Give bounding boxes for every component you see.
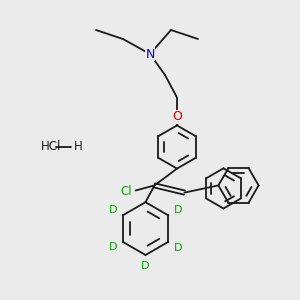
Text: D: D [174,205,182,215]
Text: D: D [109,205,117,215]
Text: D: D [174,242,182,253]
Text: D: D [141,261,150,272]
Text: O: O [172,110,182,124]
Text: H: H [74,140,82,154]
Text: N: N [145,47,155,61]
Text: Cl: Cl [120,185,132,198]
Text: HCl: HCl [40,140,61,154]
Text: D: D [109,242,117,253]
